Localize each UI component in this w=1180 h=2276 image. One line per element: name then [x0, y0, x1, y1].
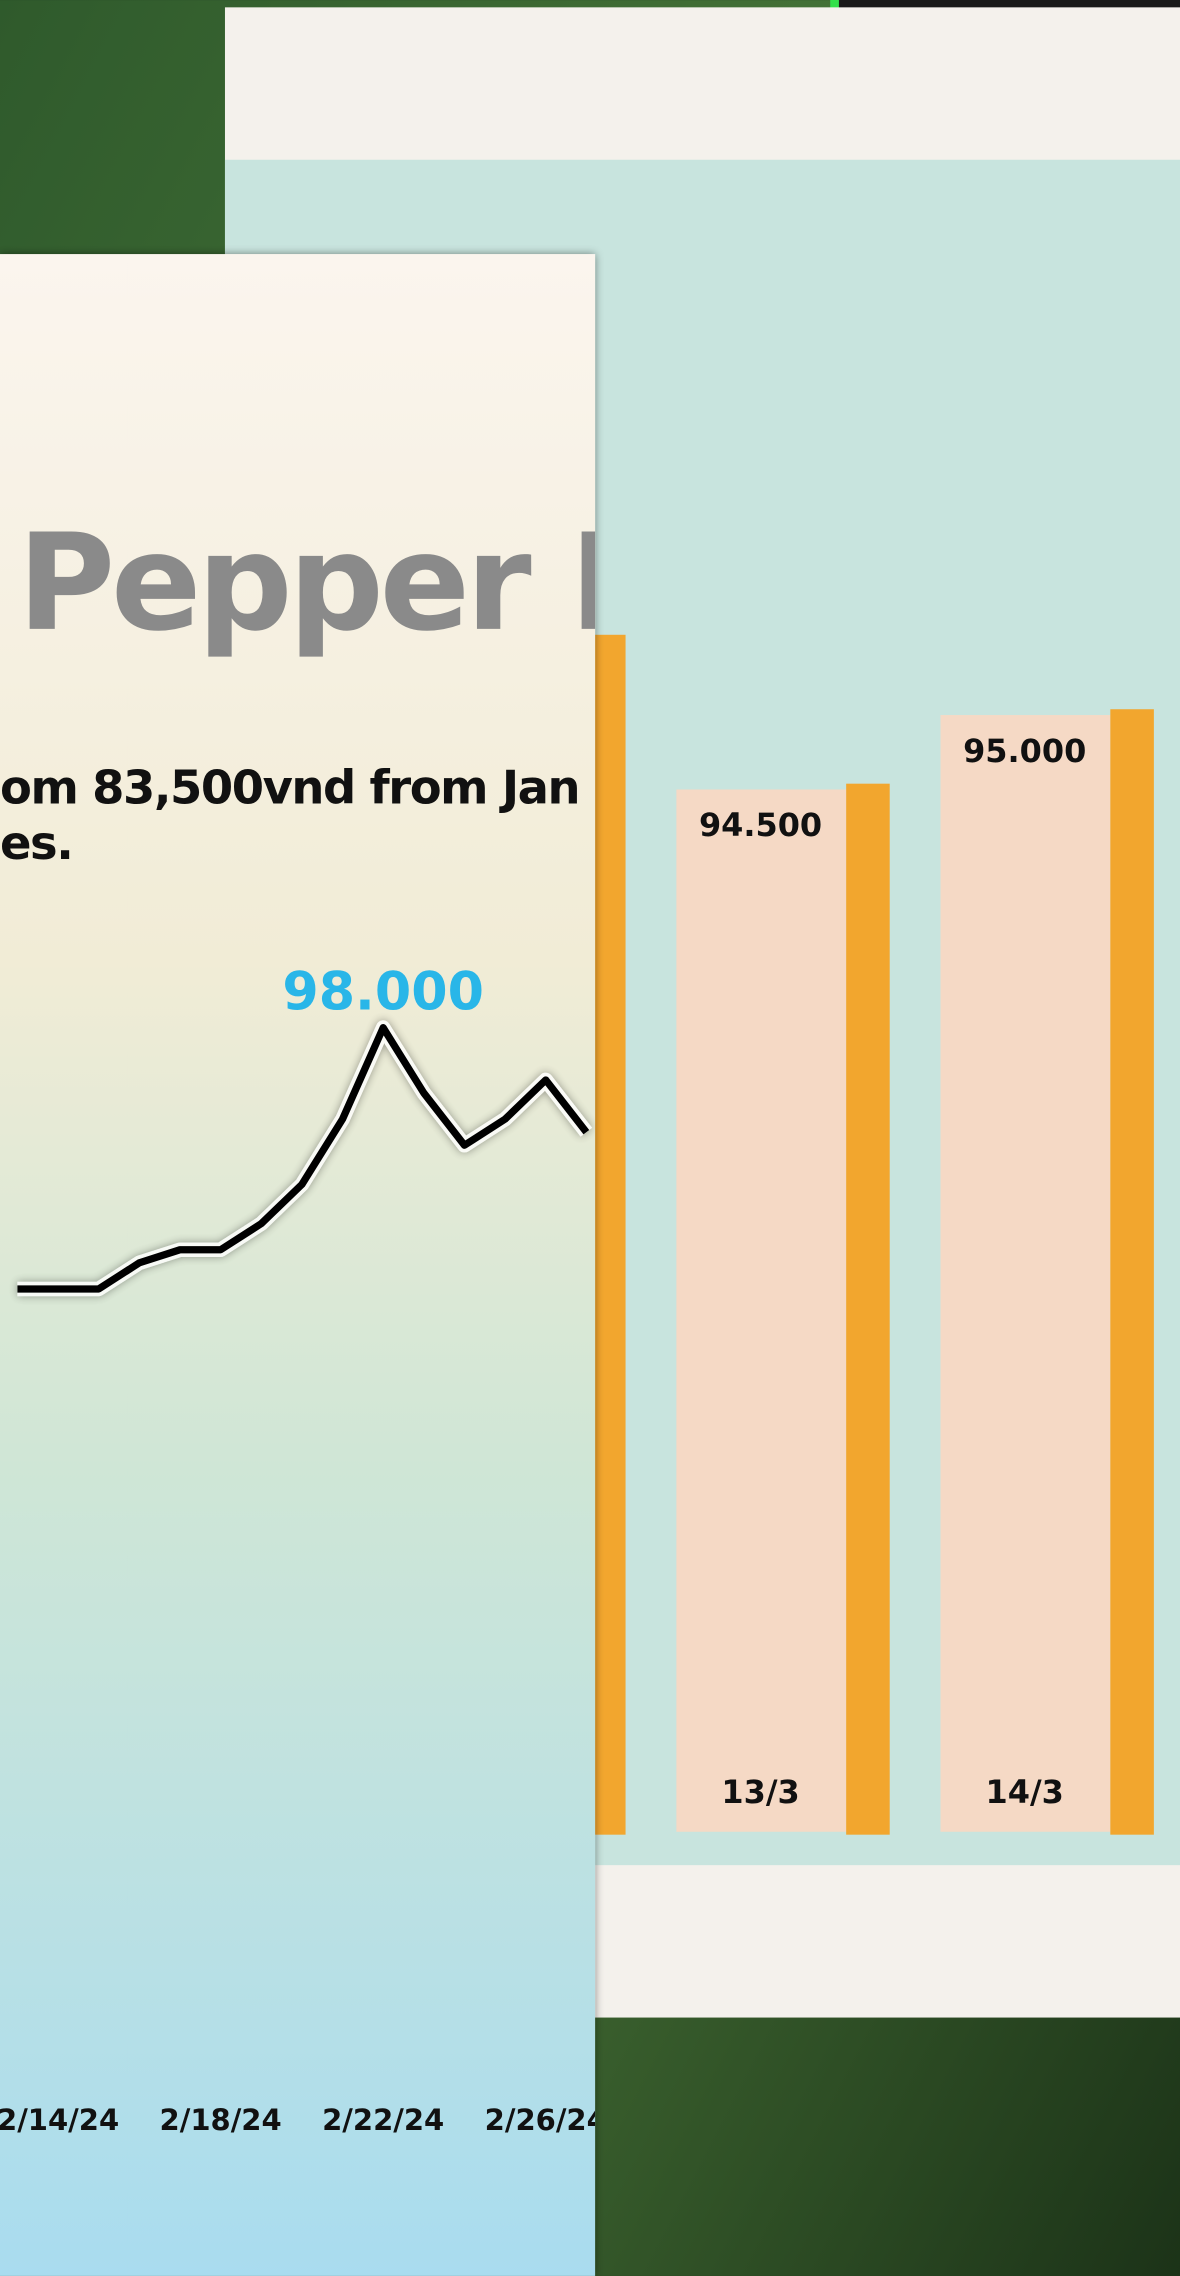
x-tick-label: 2/22/24 — [322, 2103, 444, 2137]
x-tick-label: 2/14/24 — [0, 2103, 119, 2137]
bar — [676, 789, 846, 1831]
subtitle: es. — [0, 816, 72, 870]
page: {"chart_data": [ {"type": "bar", "catego… — [0, 0, 1180, 2276]
subtitle: om 83,500vnd from Jan — [0, 761, 579, 815]
data-label: 95.000 — [963, 732, 1086, 770]
chart-collage: 94.50013/395.00014/3 Pepper Prom 83,500v… — [0, 0, 1180, 2276]
data-label: 98.000 — [282, 963, 484, 1023]
x-tick-label: 2/18/24 — [160, 2103, 282, 2137]
bar-side — [1110, 709, 1154, 1834]
bar — [941, 715, 1111, 1832]
data-label: 94.500 — [699, 806, 822, 844]
bar-side — [846, 784, 890, 1835]
x-tick-label: 13/3 — [721, 1773, 799, 1811]
x-tick-label: 2/26/24 — [485, 2103, 607, 2137]
x-tick-label: 14/3 — [986, 1773, 1064, 1811]
